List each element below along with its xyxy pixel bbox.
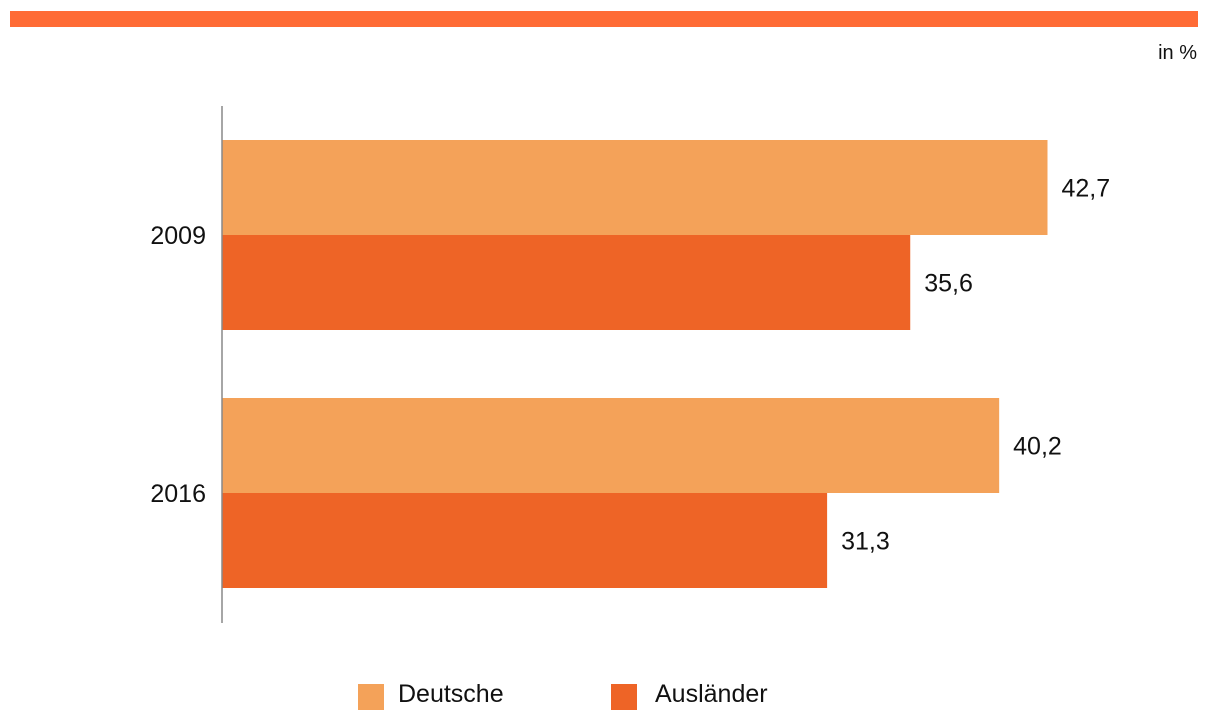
legend-swatch-auslaender [611, 684, 637, 710]
bar-2009-series-1 [222, 235, 911, 330]
bar-2016-series-1 [222, 493, 828, 588]
legend-label-auslaender: Ausländer [655, 680, 768, 708]
legend-label-deutsche: Deutsche [398, 680, 504, 708]
data-label-2009-series-1: 35,6 [924, 270, 973, 298]
bar-2016-series-0 [222, 398, 1000, 493]
legend-swatch-deutsche [358, 684, 384, 710]
data-label-2016-series-0: 40,2 [1013, 433, 1062, 461]
data-label-2009-series-0: 42,7 [1062, 175, 1111, 203]
top-accent-bar [10, 11, 1198, 27]
bar-2009-series-0 [222, 140, 1048, 235]
bar-chart: 42,7 35,6 2009 40,2 31,3 2016 [150, 106, 1111, 623]
category-label-2009: 2009 [150, 222, 206, 250]
unit-label: in % [1158, 42, 1197, 64]
legend: Deutsche Ausländer [0, 668, 1209, 712]
data-label-2016-series-1: 31,3 [841, 528, 890, 556]
category-label-2016: 2016 [150, 480, 206, 508]
